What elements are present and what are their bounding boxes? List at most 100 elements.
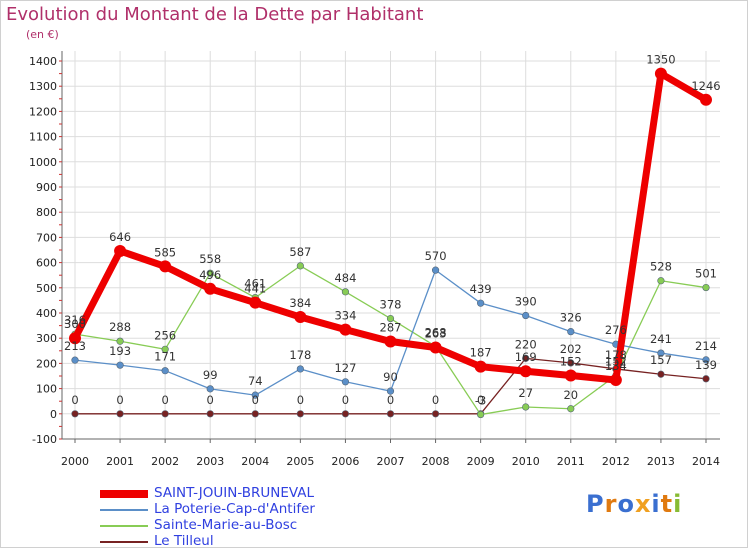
legend-label: Le Tilleul xyxy=(154,533,214,549)
x-tick-label: 2013 xyxy=(647,455,675,468)
data-label-2: 27 xyxy=(518,386,533,400)
data-label-3: 220 xyxy=(515,337,537,351)
data-label-2: 461 xyxy=(244,277,266,291)
data-point-1 xyxy=(116,361,124,369)
data-point-1 xyxy=(296,365,304,373)
data-label-2: -3 xyxy=(475,394,486,408)
data-point-2 xyxy=(567,405,575,413)
y-tick-label: 500 xyxy=(36,282,57,295)
data-point-2 xyxy=(161,345,169,353)
data-point-3 xyxy=(386,410,395,418)
data-point-1 xyxy=(657,349,665,357)
data-label-2: 152 xyxy=(605,354,627,368)
data-label-0: 169 xyxy=(515,350,537,364)
y-tick-label: 900 xyxy=(36,181,57,194)
y-tick-label: -100 xyxy=(32,433,57,446)
data-point-3 xyxy=(206,410,214,418)
data-point-1 xyxy=(477,299,485,307)
data-label-1: 193 xyxy=(109,344,131,358)
y-tick-label: 1000 xyxy=(29,156,57,169)
data-point-2 xyxy=(296,262,304,270)
data-label-2: 528 xyxy=(650,260,672,274)
data-point-3 xyxy=(522,354,530,362)
proxiti-logo: Proxiti xyxy=(586,490,683,518)
data-label-3: 0 xyxy=(161,393,168,407)
data-label-3: 0 xyxy=(387,393,394,407)
data-point-3 xyxy=(251,410,259,418)
y-tick-label: 300 xyxy=(36,332,57,345)
x-tick-label: 2003 xyxy=(196,455,224,468)
data-point-3 xyxy=(702,375,710,383)
data-point-1 xyxy=(341,378,350,386)
legend-label: SAINT-JOUIN-BRUNEVAL xyxy=(154,485,315,501)
data-label-0: 585 xyxy=(154,245,176,259)
data-label-3: 178 xyxy=(605,348,627,362)
data-label-0: 300 xyxy=(64,317,86,331)
data-label-0: 187 xyxy=(470,346,492,360)
data-point-0 xyxy=(519,365,532,378)
data-point-3 xyxy=(71,410,79,418)
y-tick-label: 1300 xyxy=(29,80,57,93)
data-point-1 xyxy=(251,391,259,399)
legend-swatch xyxy=(100,490,148,498)
y-tick-label: 0 xyxy=(50,408,57,421)
data-label-3: 0 xyxy=(477,393,484,407)
data-point-1 xyxy=(702,356,710,364)
data-label-3: 0 xyxy=(342,393,349,407)
data-point-0 xyxy=(609,374,622,387)
y-tick-label: 200 xyxy=(36,357,57,370)
data-point-3 xyxy=(657,370,665,378)
data-label-1: 276 xyxy=(605,323,627,337)
data-point-2 xyxy=(341,288,350,296)
y-tick-label: 700 xyxy=(36,231,57,244)
data-label-2: 587 xyxy=(289,245,311,259)
data-label-2: 316 xyxy=(64,313,86,327)
data-label-0: 646 xyxy=(109,230,131,244)
y-tick-label: 1400 xyxy=(29,55,57,68)
x-tick-label: 2002 xyxy=(151,455,179,468)
x-tick-label: 2000 xyxy=(61,455,89,468)
data-point-1 xyxy=(386,387,395,395)
data-label-2: 288 xyxy=(109,320,131,334)
y-tick-label: 1200 xyxy=(29,105,57,118)
data-label-1: 90 xyxy=(383,370,398,384)
data-label-1: 178 xyxy=(289,348,311,362)
data-label-0: 496 xyxy=(199,268,221,282)
x-tick-label: 2005 xyxy=(286,455,314,468)
data-label-2: 501 xyxy=(695,267,717,281)
data-point-2 xyxy=(477,410,485,419)
data-label-1: 326 xyxy=(560,311,582,325)
x-tick-label: 2001 xyxy=(106,455,134,468)
data-label-1: 213 xyxy=(64,339,86,353)
data-label-1: 74 xyxy=(248,374,263,388)
data-point-0 xyxy=(339,323,352,336)
data-point-1 xyxy=(522,311,530,320)
data-label-3: 0 xyxy=(252,393,259,407)
data-label-2: 256 xyxy=(154,328,176,342)
data-label-0: 1350 xyxy=(646,53,675,67)
data-label-0: 441 xyxy=(244,282,266,296)
legend-swatch xyxy=(100,509,148,511)
y-tick-label: 100 xyxy=(36,383,57,396)
data-label-3: 0 xyxy=(432,393,439,407)
data-point-0 xyxy=(429,341,442,354)
data-point-3 xyxy=(341,410,350,418)
x-tick-label: 2011 xyxy=(557,455,585,468)
legend-swatch xyxy=(100,525,148,527)
data-point-2 xyxy=(657,277,665,285)
x-tick-label: 2006 xyxy=(331,455,359,468)
data-point-1 xyxy=(567,328,575,336)
x-tick-label: 2010 xyxy=(512,455,540,468)
data-label-2: 378 xyxy=(380,298,402,312)
x-tick-label: 2008 xyxy=(422,455,450,468)
y-tick-label: 600 xyxy=(36,257,57,270)
data-label-2: 484 xyxy=(334,271,356,285)
data-label-2: 558 xyxy=(199,252,221,266)
x-tick-label: 2014 xyxy=(692,455,720,468)
data-label-1: 214 xyxy=(695,339,717,353)
data-point-0 xyxy=(700,93,712,106)
data-label-1: 439 xyxy=(470,282,492,296)
data-point-0 xyxy=(249,296,262,309)
legend-label: La Poterie-Cap-d'Antifer xyxy=(154,501,315,517)
